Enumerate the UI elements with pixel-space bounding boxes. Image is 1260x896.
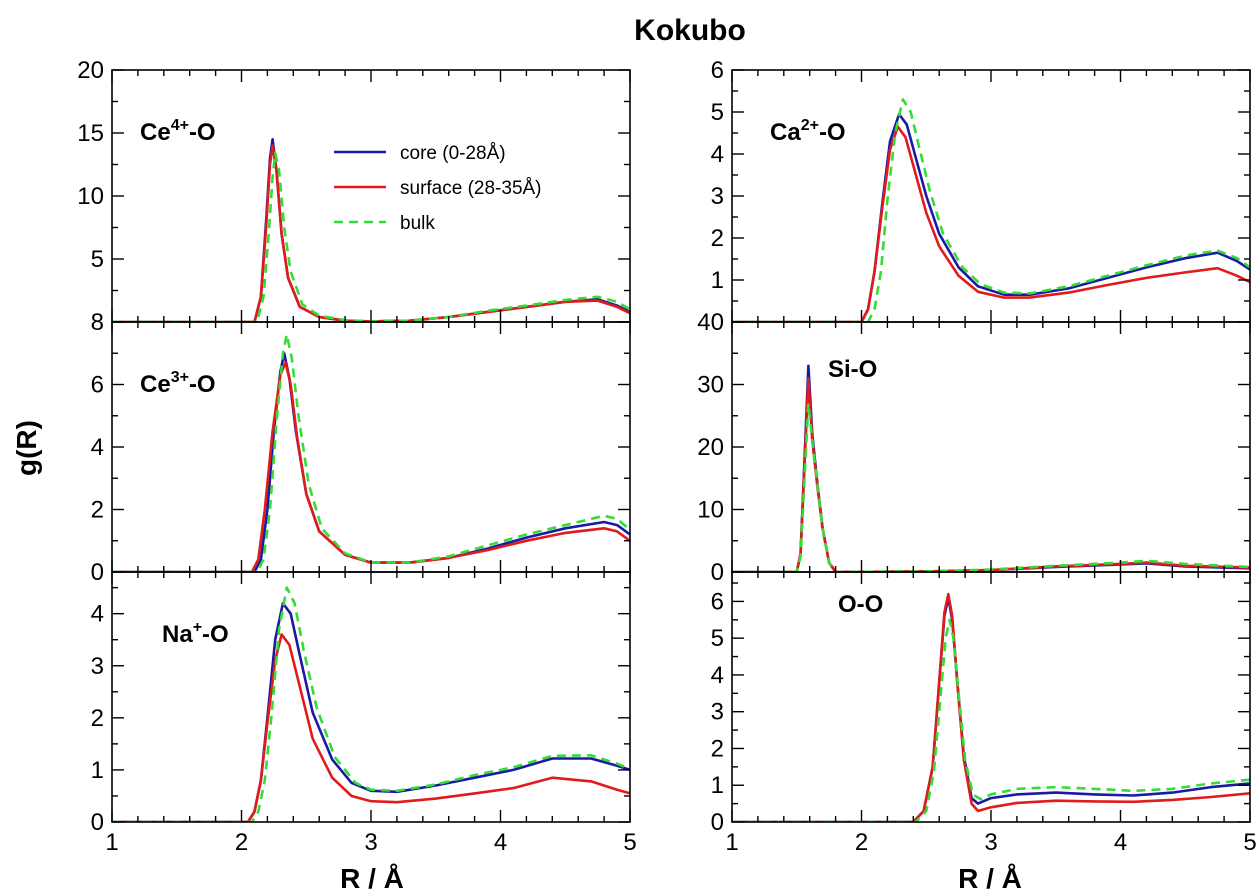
- y-tick-label: 10: [697, 497, 724, 524]
- y-tick-label: 1: [91, 757, 104, 784]
- plot-frame: [731, 321, 1251, 573]
- x-tick-label: 3: [364, 829, 377, 856]
- panel-label: Ca2+-O: [770, 117, 846, 146]
- y-tick-label: 5: [711, 99, 724, 126]
- y-tick-label: 0: [91, 809, 104, 836]
- panel-label: Ce3+-O: [140, 369, 216, 398]
- y-tick-label: 30: [697, 372, 724, 399]
- y-tick-label: 20: [697, 434, 724, 461]
- y-tick-label: 5: [91, 246, 104, 273]
- x-tick-label: 2: [235, 829, 248, 856]
- y-tick-label: 1: [711, 772, 724, 799]
- y-tick-label: 0: [711, 809, 724, 836]
- x-axis-label-right: R / Å: [958, 863, 1022, 894]
- y-tick-label: 40: [697, 309, 724, 336]
- y-tick-label: 6: [91, 372, 104, 399]
- series-line-bulk: [732, 98, 1250, 322]
- series-line-surface: [112, 144, 630, 322]
- series-line-surface: [732, 125, 1250, 322]
- x-tick-label: 2: [855, 829, 868, 856]
- y-tick-label: 15: [77, 120, 104, 147]
- y-tick-label: 2: [91, 705, 104, 732]
- y-tick-label: 6: [711, 57, 724, 84]
- panel-right-middle: 0 10 20 30 40 Si-O: [697, 309, 1251, 586]
- y-tick-label: 20: [77, 57, 104, 84]
- y-tick-label: 1: [711, 267, 724, 294]
- y-tick-label: 6: [711, 588, 724, 615]
- y-tick-label: 4: [91, 434, 104, 461]
- legend-label: surface (28-35Å): [400, 178, 542, 199]
- y-tick-label: 4: [711, 662, 724, 689]
- plot-frame: [731, 571, 1251, 823]
- series-line-bulk: [112, 151, 630, 322]
- plot-frame: [731, 69, 1251, 323]
- series-line-bulk: [112, 333, 630, 572]
- y-tick-label: 0: [711, 559, 724, 586]
- panel-label: Si-O: [828, 356, 877, 383]
- x-tick-label: 5: [623, 829, 636, 856]
- x-tick-label: 5: [1243, 829, 1256, 856]
- y-tick-label: 2: [711, 225, 724, 252]
- panel-label: O-O: [838, 591, 883, 618]
- series-line-core: [112, 138, 630, 322]
- series-line-core: [732, 112, 1250, 322]
- panel-right-top: 1 2 3 4 5 6 Ca2+-O: [711, 57, 1251, 323]
- series-line-surface: [732, 377, 1250, 572]
- y-tick-label: 4: [91, 601, 104, 628]
- series-line-surface: [112, 361, 630, 572]
- plot-frame: [111, 69, 631, 323]
- y-tick-label: 2: [711, 735, 724, 762]
- panel-left-middle: 0 2 4 6 8 Ce3+-O: [91, 309, 631, 586]
- series-line-surface: [732, 592, 1250, 822]
- series-line-bulk: [732, 618, 1250, 822]
- x-tick-label: 3: [984, 829, 997, 856]
- panel-left-top: 5 10 15 20 Ce4+-O: [77, 57, 631, 323]
- legend: core (0-28Å) surface (28-35Å) bulk: [334, 143, 542, 234]
- y-tick-label: 3: [711, 699, 724, 726]
- y-tick-label: 4: [711, 141, 724, 168]
- plot-frame: [111, 571, 631, 823]
- series-line-bulk: [732, 402, 1250, 572]
- x-tick-label: 1: [105, 829, 118, 856]
- x-axis-label-left: R / Å: [340, 863, 404, 894]
- panel-label: Ce4+-O: [140, 117, 216, 146]
- y-axis-label: g(R): [11, 420, 42, 476]
- y-tick-label: 3: [711, 183, 724, 210]
- panel-label: Na+-O: [162, 619, 229, 648]
- figure-title: Kokubo: [634, 14, 746, 47]
- legend-label: bulk: [400, 213, 435, 234]
- y-tick-label: 3: [91, 653, 104, 680]
- y-tick-label: 0: [91, 559, 104, 586]
- y-tick-label: 10: [77, 183, 104, 210]
- legend-label: core (0-28Å): [400, 143, 506, 164]
- x-tick-label: 4: [1114, 829, 1127, 856]
- y-tick-label: 2: [91, 497, 104, 524]
- y-tick-label: 8: [91, 309, 104, 336]
- y-tick-label: 5: [711, 625, 724, 652]
- x-tick-label: 1: [725, 829, 738, 856]
- series-line-surface: [112, 633, 630, 822]
- x-tick-label: 4: [494, 829, 507, 856]
